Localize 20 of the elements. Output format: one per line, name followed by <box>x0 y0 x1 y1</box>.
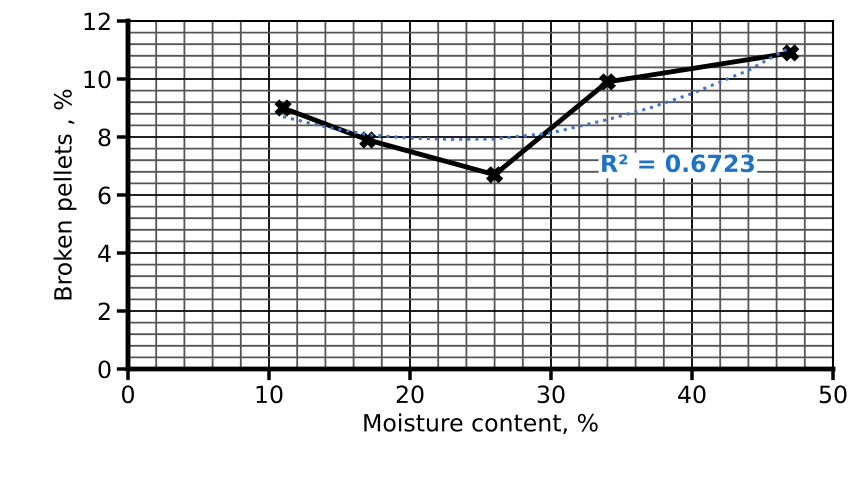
x-axis-title: Moisture content, % <box>364 413 598 434</box>
point <box>274 100 292 116</box>
x-tick-label: 10 <box>256 385 282 404</box>
point <box>782 44 800 62</box>
point <box>486 166 503 184</box>
x-tick-label: 20 <box>396 385 424 404</box>
y-tick-label: 10 <box>84 70 110 88</box>
y-tick-label: 8 <box>98 128 110 146</box>
x-tick-label: 40 <box>678 385 706 404</box>
x-tick-label: 50 <box>820 385 846 404</box>
x-tick-label: 30 <box>538 385 564 404</box>
y-tick-label: 4 <box>98 244 111 262</box>
y-tick-label: 2 <box>98 302 110 320</box>
x-tick-label: 0 <box>122 385 134 404</box>
y-axis-title: Broken pellets , % <box>54 90 76 300</box>
y-tick-label: 6 <box>98 186 111 204</box>
y-tick-label: 12 <box>84 12 110 30</box>
point <box>599 74 616 90</box>
annotation: R² = 0.6723 <box>602 154 754 172</box>
y-tick-label: 0 <box>98 360 110 378</box>
